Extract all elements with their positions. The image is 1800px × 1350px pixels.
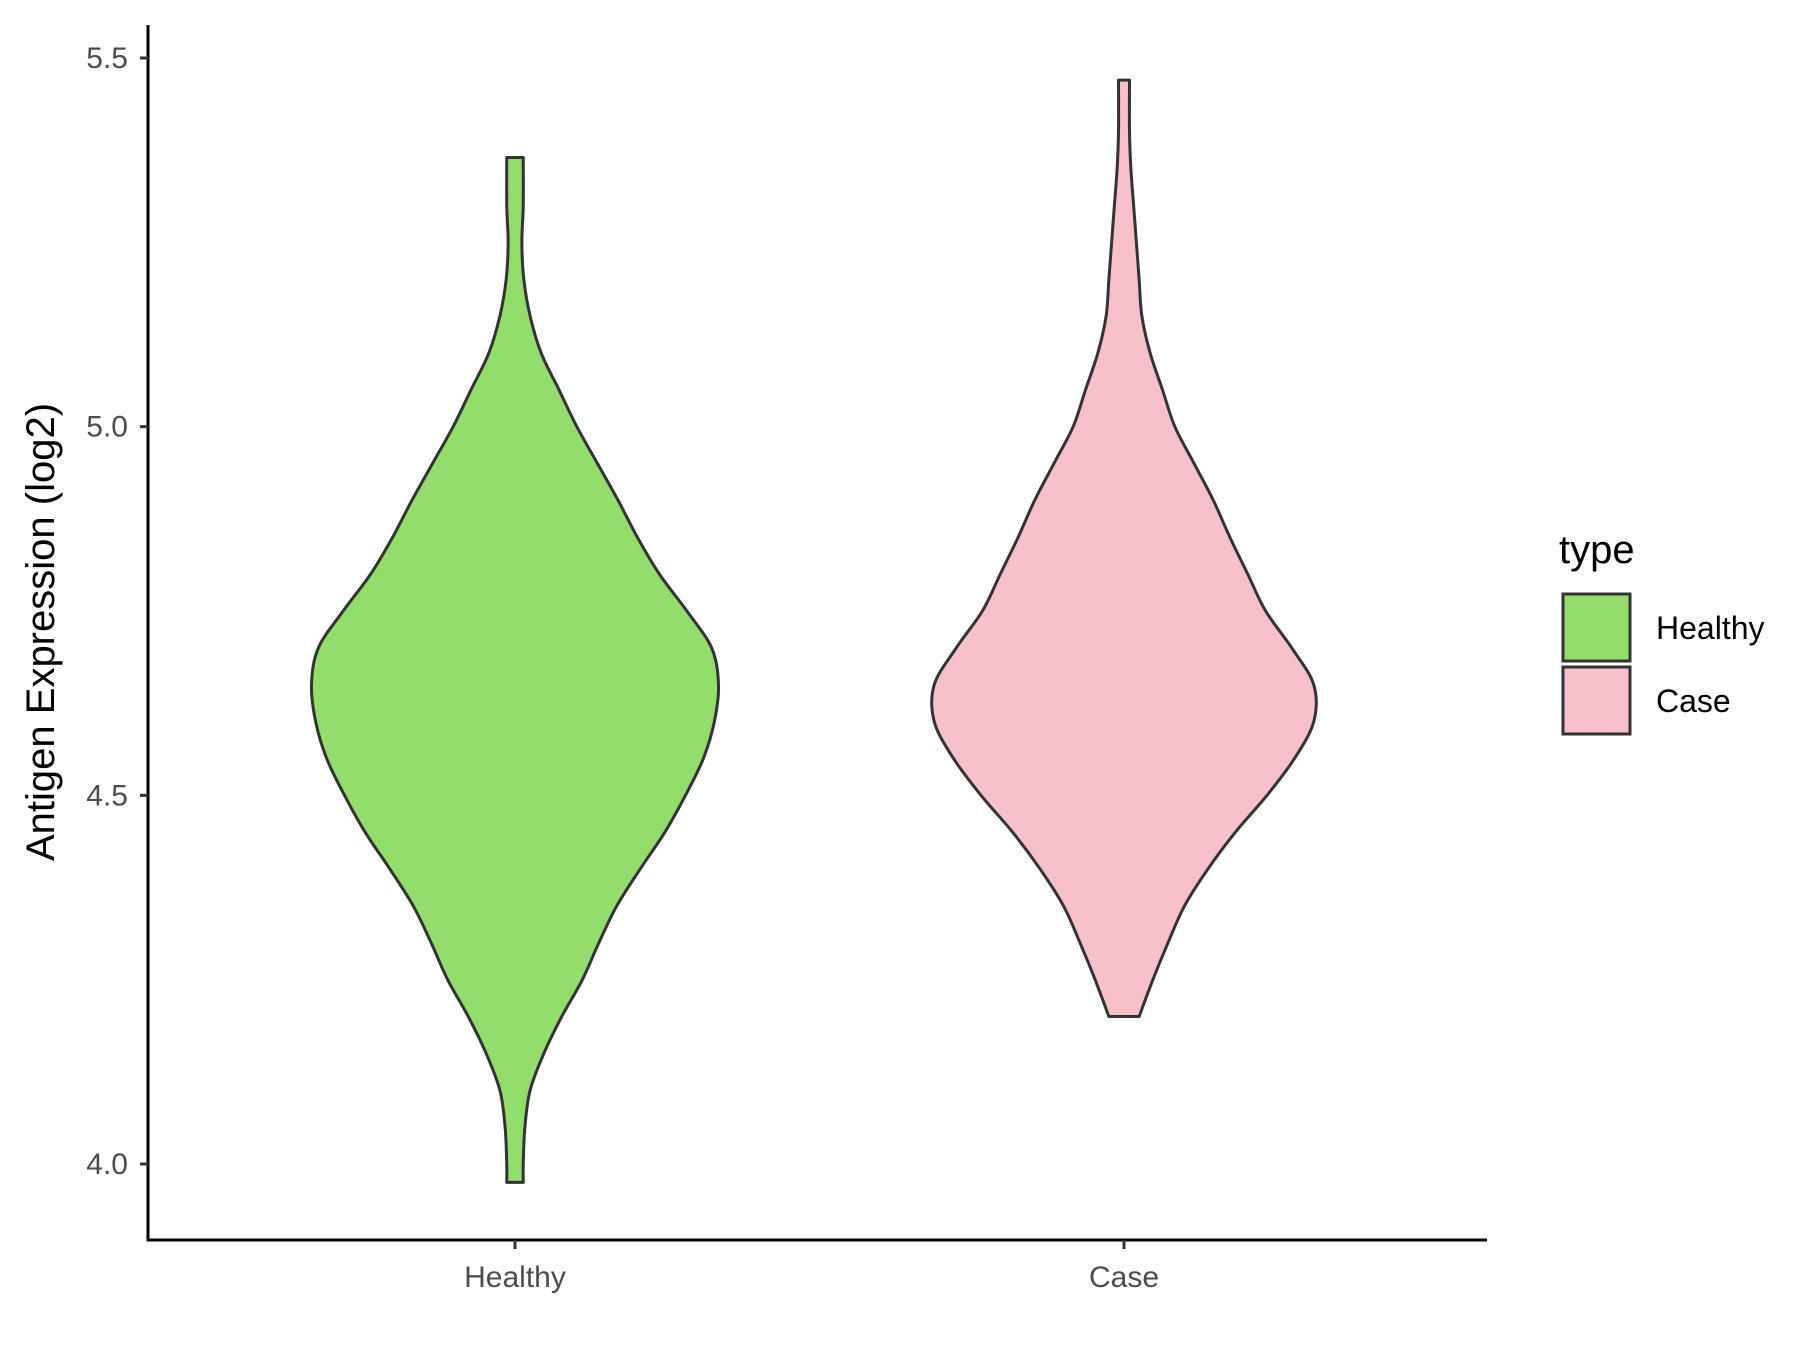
legend-label-case: Case xyxy=(1656,683,1731,719)
y-tick-label: 4.0 xyxy=(86,1148,128,1181)
violins-layer xyxy=(309,78,1318,1184)
legend-label-healthy: Healthy xyxy=(1656,610,1765,646)
violin-healthy xyxy=(309,156,721,1184)
legend-title: type xyxy=(1559,528,1635,572)
legend: type Healthy Case xyxy=(1559,528,1765,736)
y-axis-title: Antigen Expression (log2) xyxy=(19,403,63,861)
y-ticks-layer: 4.0 4.5 5.0 5.5 xyxy=(86,42,148,1181)
legend-key-case xyxy=(1561,665,1632,736)
x-tick-label: Healthy xyxy=(464,1261,566,1294)
y-tick-label: 4.5 xyxy=(86,779,128,812)
legend-key-healthy xyxy=(1561,592,1632,663)
y-tick-label: 5.0 xyxy=(86,411,128,444)
x-tick-label: Case xyxy=(1089,1261,1159,1294)
y-tick-label: 5.5 xyxy=(86,42,128,75)
violin-case xyxy=(930,78,1318,1019)
x-ticks-layer: Healthy Case xyxy=(464,1240,1159,1294)
